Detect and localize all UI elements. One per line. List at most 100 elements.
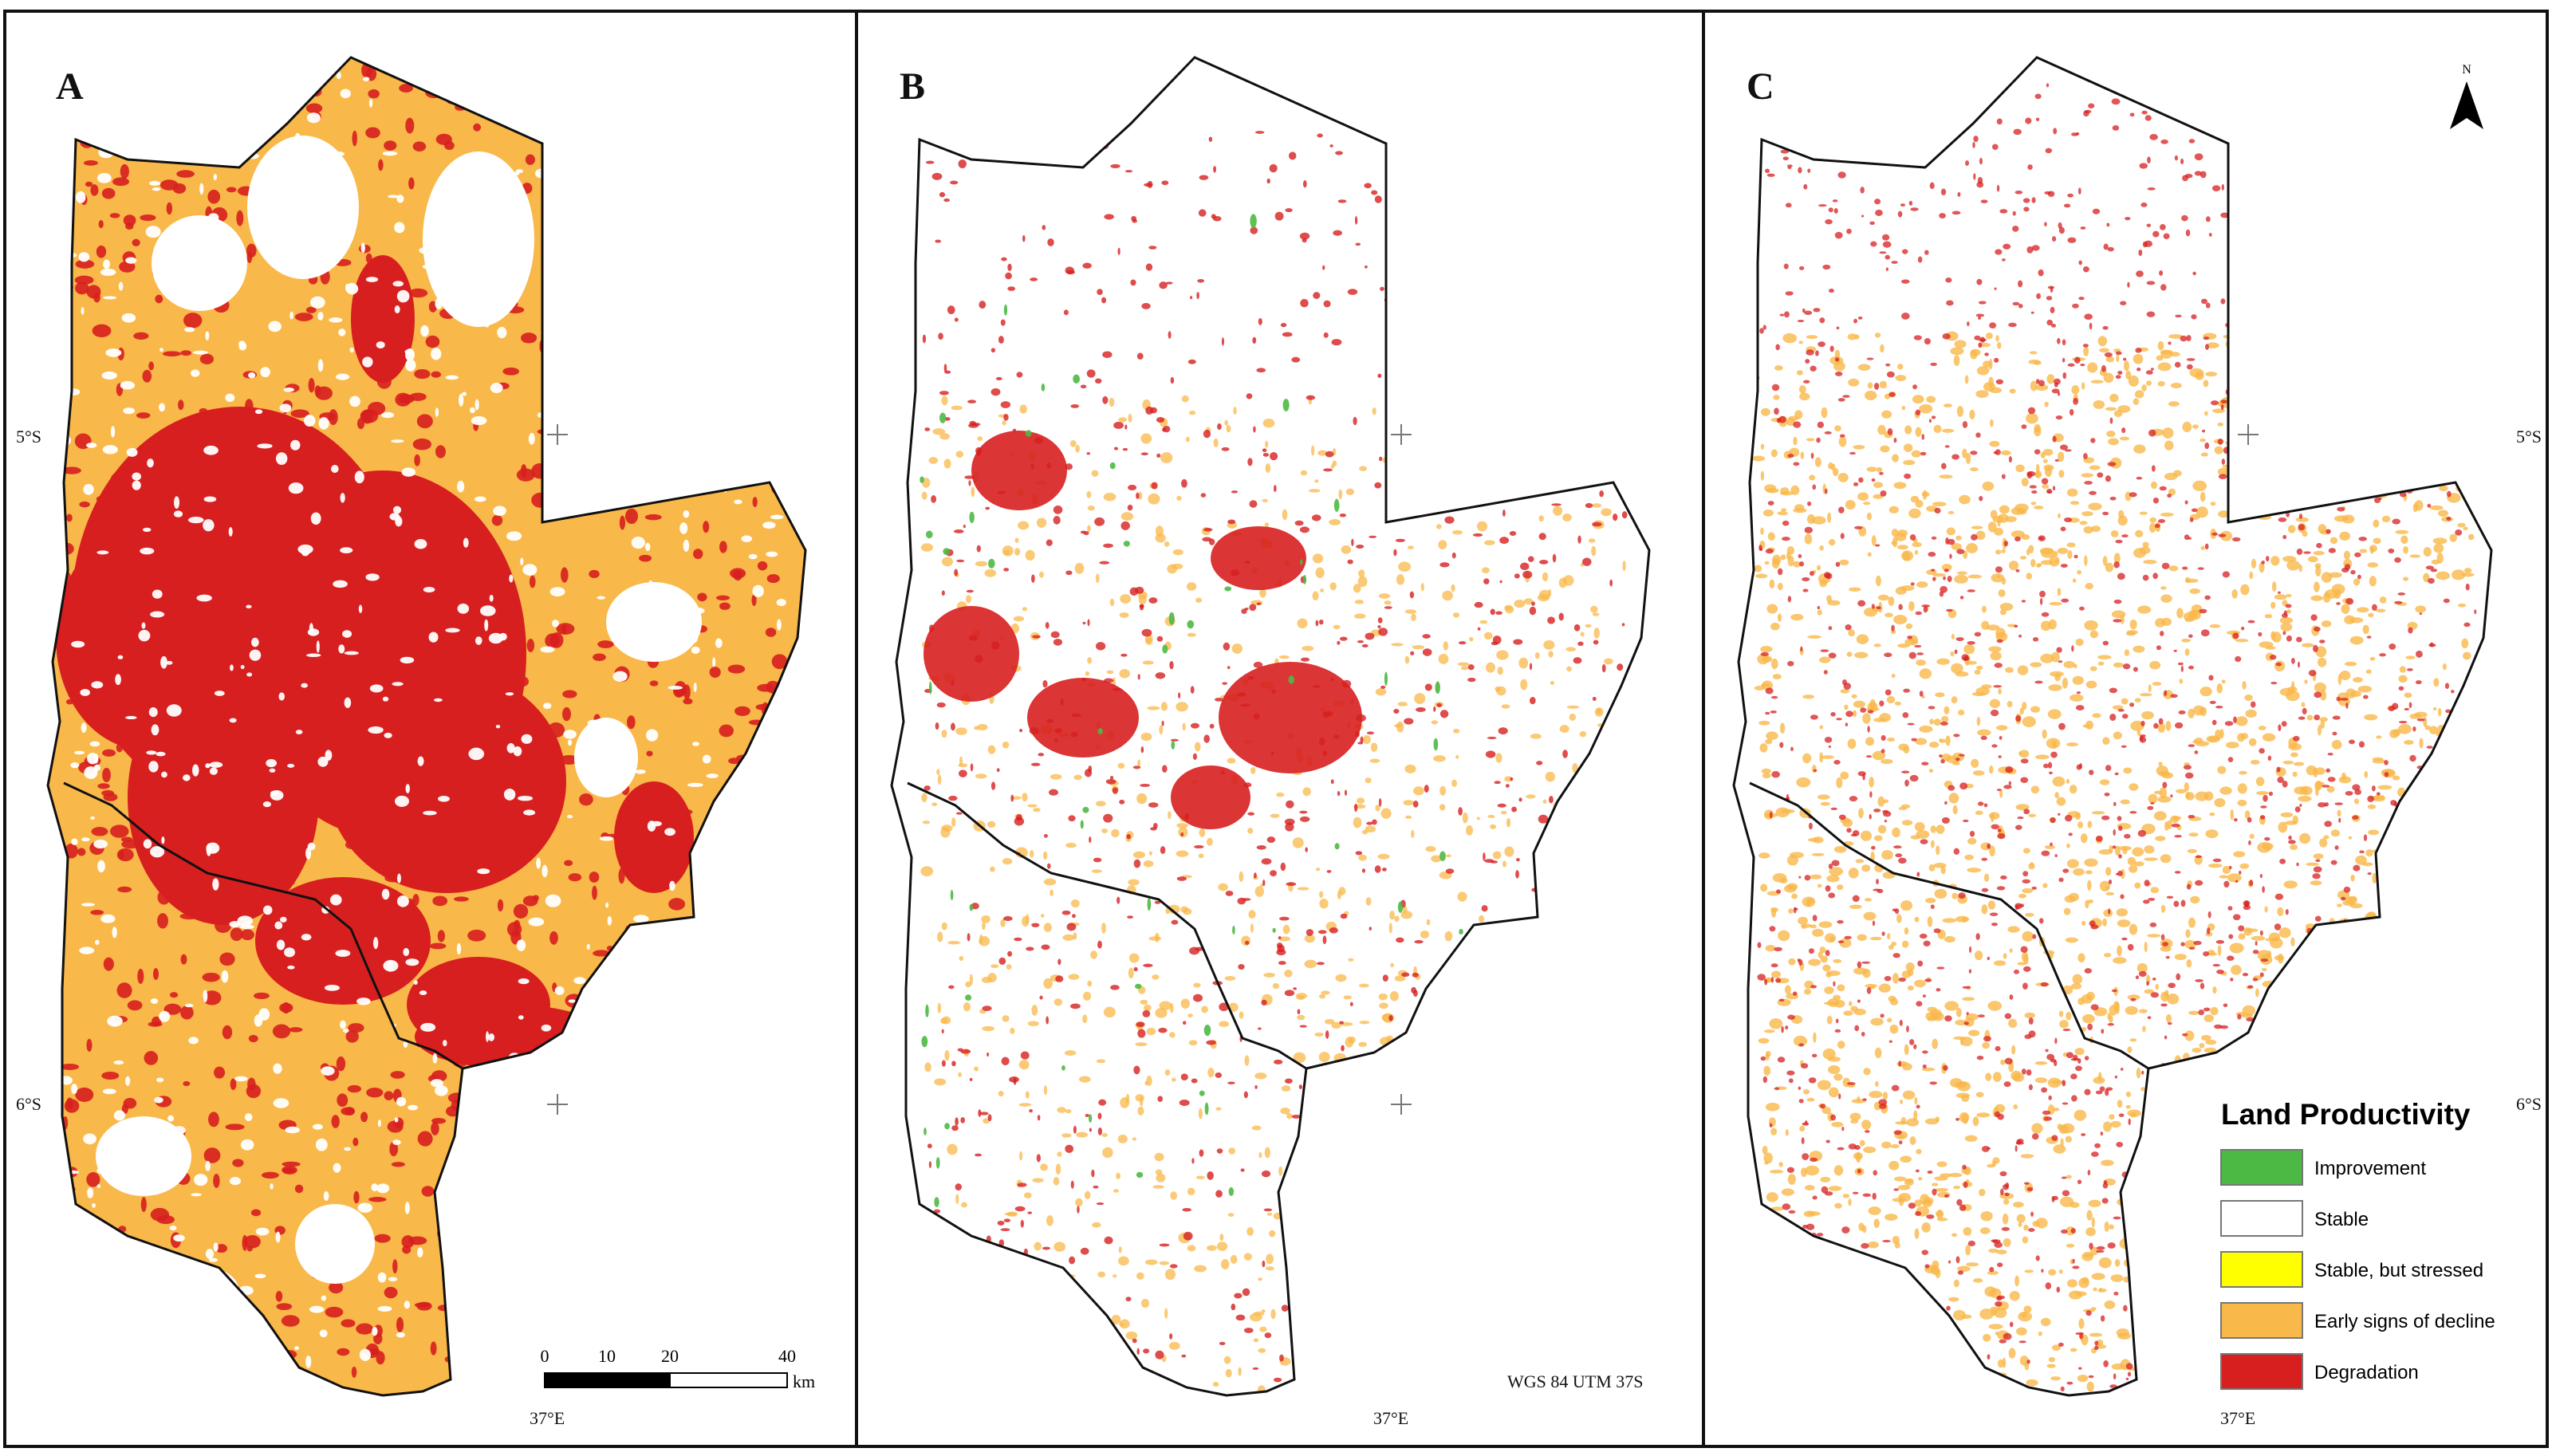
- raster-patch: [170, 992, 178, 998]
- raster-patch: [197, 152, 208, 165]
- raster-patch: [276, 1232, 281, 1243]
- raster-patch: [247, 136, 359, 279]
- raster-patch: [1378, 617, 1383, 623]
- raster-patch: [282, 821, 293, 834]
- raster-patch: [2086, 1210, 2092, 1220]
- raster-patch: [395, 393, 411, 407]
- raster-patch: [161, 772, 167, 778]
- raster-patch: [568, 739, 572, 746]
- raster-patch: [570, 108, 583, 122]
- raster-patch: [699, 155, 711, 162]
- raster-patch: [361, 242, 365, 253]
- raster-patch: [1087, 657, 1092, 663]
- raster-patch: [732, 392, 750, 404]
- raster-patch: [132, 239, 140, 246]
- raster-patch: [1144, 1005, 1152, 1011]
- raster-patch: [1075, 1198, 1082, 1206]
- raster-patch: [1337, 791, 1340, 796]
- raster-patch: [1770, 1170, 1783, 1174]
- raster-patch: [1834, 846, 1847, 853]
- raster-patch: [1039, 572, 1044, 578]
- raster-patch: [1500, 170, 1508, 178]
- raster-patch: [1026, 1380, 1030, 1389]
- raster-patch: [1965, 375, 1969, 384]
- raster-patch: [193, 351, 208, 355]
- raster-patch: [725, 344, 731, 352]
- raster-patch: [1547, 119, 1556, 127]
- raster-patch: [1217, 1148, 1223, 1153]
- raster-patch: [2066, 844, 2070, 848]
- raster-patch: [396, 1097, 406, 1107]
- raster-patch: [1549, 796, 1554, 803]
- raster-patch: [2125, 649, 2129, 656]
- raster-patch: [384, 920, 391, 931]
- raster-patch: [961, 1202, 967, 1207]
- raster-patch: [577, 1312, 587, 1318]
- raster-patch: [153, 968, 159, 980]
- raster-patch: [1247, 828, 1253, 833]
- raster-patch: [287, 966, 294, 970]
- raster-patch: [2418, 403, 2421, 407]
- raster-patch: [1610, 265, 1614, 269]
- raster-patch: [1546, 772, 1555, 782]
- raster-patch: [1617, 1260, 1626, 1263]
- raster-patch: [556, 623, 574, 635]
- raster-patch: [510, 1038, 516, 1043]
- raster-patch: [1578, 365, 1586, 373]
- raster-patch: [2450, 533, 2457, 541]
- raster-patch: [1414, 477, 1418, 484]
- raster-patch: [360, 1112, 368, 1122]
- raster-patch: [467, 976, 477, 990]
- longitude-label: 37°E: [1373, 1408, 1408, 1428]
- raster-patch: [1758, 1319, 1765, 1328]
- raster-patch: [478, 1081, 491, 1092]
- raster-patch: [590, 1029, 603, 1033]
- raster-patch: [1853, 701, 1865, 708]
- raster-patch: [423, 264, 438, 270]
- raster-patch: [2419, 738, 2423, 749]
- raster-patch: [2141, 711, 2154, 719]
- raster-patch: [295, 313, 313, 321]
- raster-patch: [1365, 266, 1368, 269]
- raster-patch: [2399, 814, 2404, 825]
- raster-patch: [727, 822, 744, 828]
- raster-patch: [520, 557, 523, 565]
- raster-patch: [1035, 1292, 1043, 1301]
- raster-patch: [762, 521, 775, 529]
- raster-patch: [1398, 902, 1403, 913]
- map-panel-c: C 5°S 6°S 37°E N Land Productivity Impro…: [1718, 48, 2542, 1428]
- raster-patch: [446, 742, 455, 748]
- raster-patch: [124, 1163, 136, 1167]
- raster-patch: [1478, 628, 1481, 631]
- raster-patch: [1514, 148, 1521, 155]
- raster-patch: [2066, 1136, 2072, 1143]
- raster-patch: [1789, 1265, 1801, 1275]
- raster-patch: [719, 982, 723, 990]
- raster-patch: [692, 742, 699, 746]
- raster-patch: [1936, 845, 1940, 855]
- raster-patch: [998, 336, 1004, 344]
- raster-patch: [2138, 1257, 2150, 1265]
- raster-patch: [958, 1237, 967, 1241]
- raster-patch: [1498, 804, 1506, 808]
- raster-patch: [1017, 1183, 1026, 1186]
- raster-patch: [1944, 1001, 1959, 1010]
- raster-patch: [176, 170, 195, 178]
- raster-patch: [2026, 573, 2033, 579]
- raster-patch: [156, 752, 166, 757]
- raster-patch: [1779, 1370, 1786, 1375]
- raster-patch: [366, 254, 372, 263]
- raster-patch: [2230, 942, 2244, 953]
- raster-patch: [1255, 886, 1264, 897]
- raster-patch: [1379, 1002, 1388, 1009]
- raster-patch: [1116, 1375, 1125, 1379]
- raster-patch: [405, 958, 419, 966]
- raster-patch: [774, 289, 780, 296]
- raster-patch: [1417, 412, 1421, 420]
- raster-patch: [178, 399, 184, 410]
- raster-patch: [1569, 191, 1576, 193]
- raster-patch: [83, 1133, 96, 1144]
- raster-patch: [569, 1328, 573, 1332]
- raster-patch: [585, 1193, 597, 1205]
- raster-patch: [117, 887, 132, 892]
